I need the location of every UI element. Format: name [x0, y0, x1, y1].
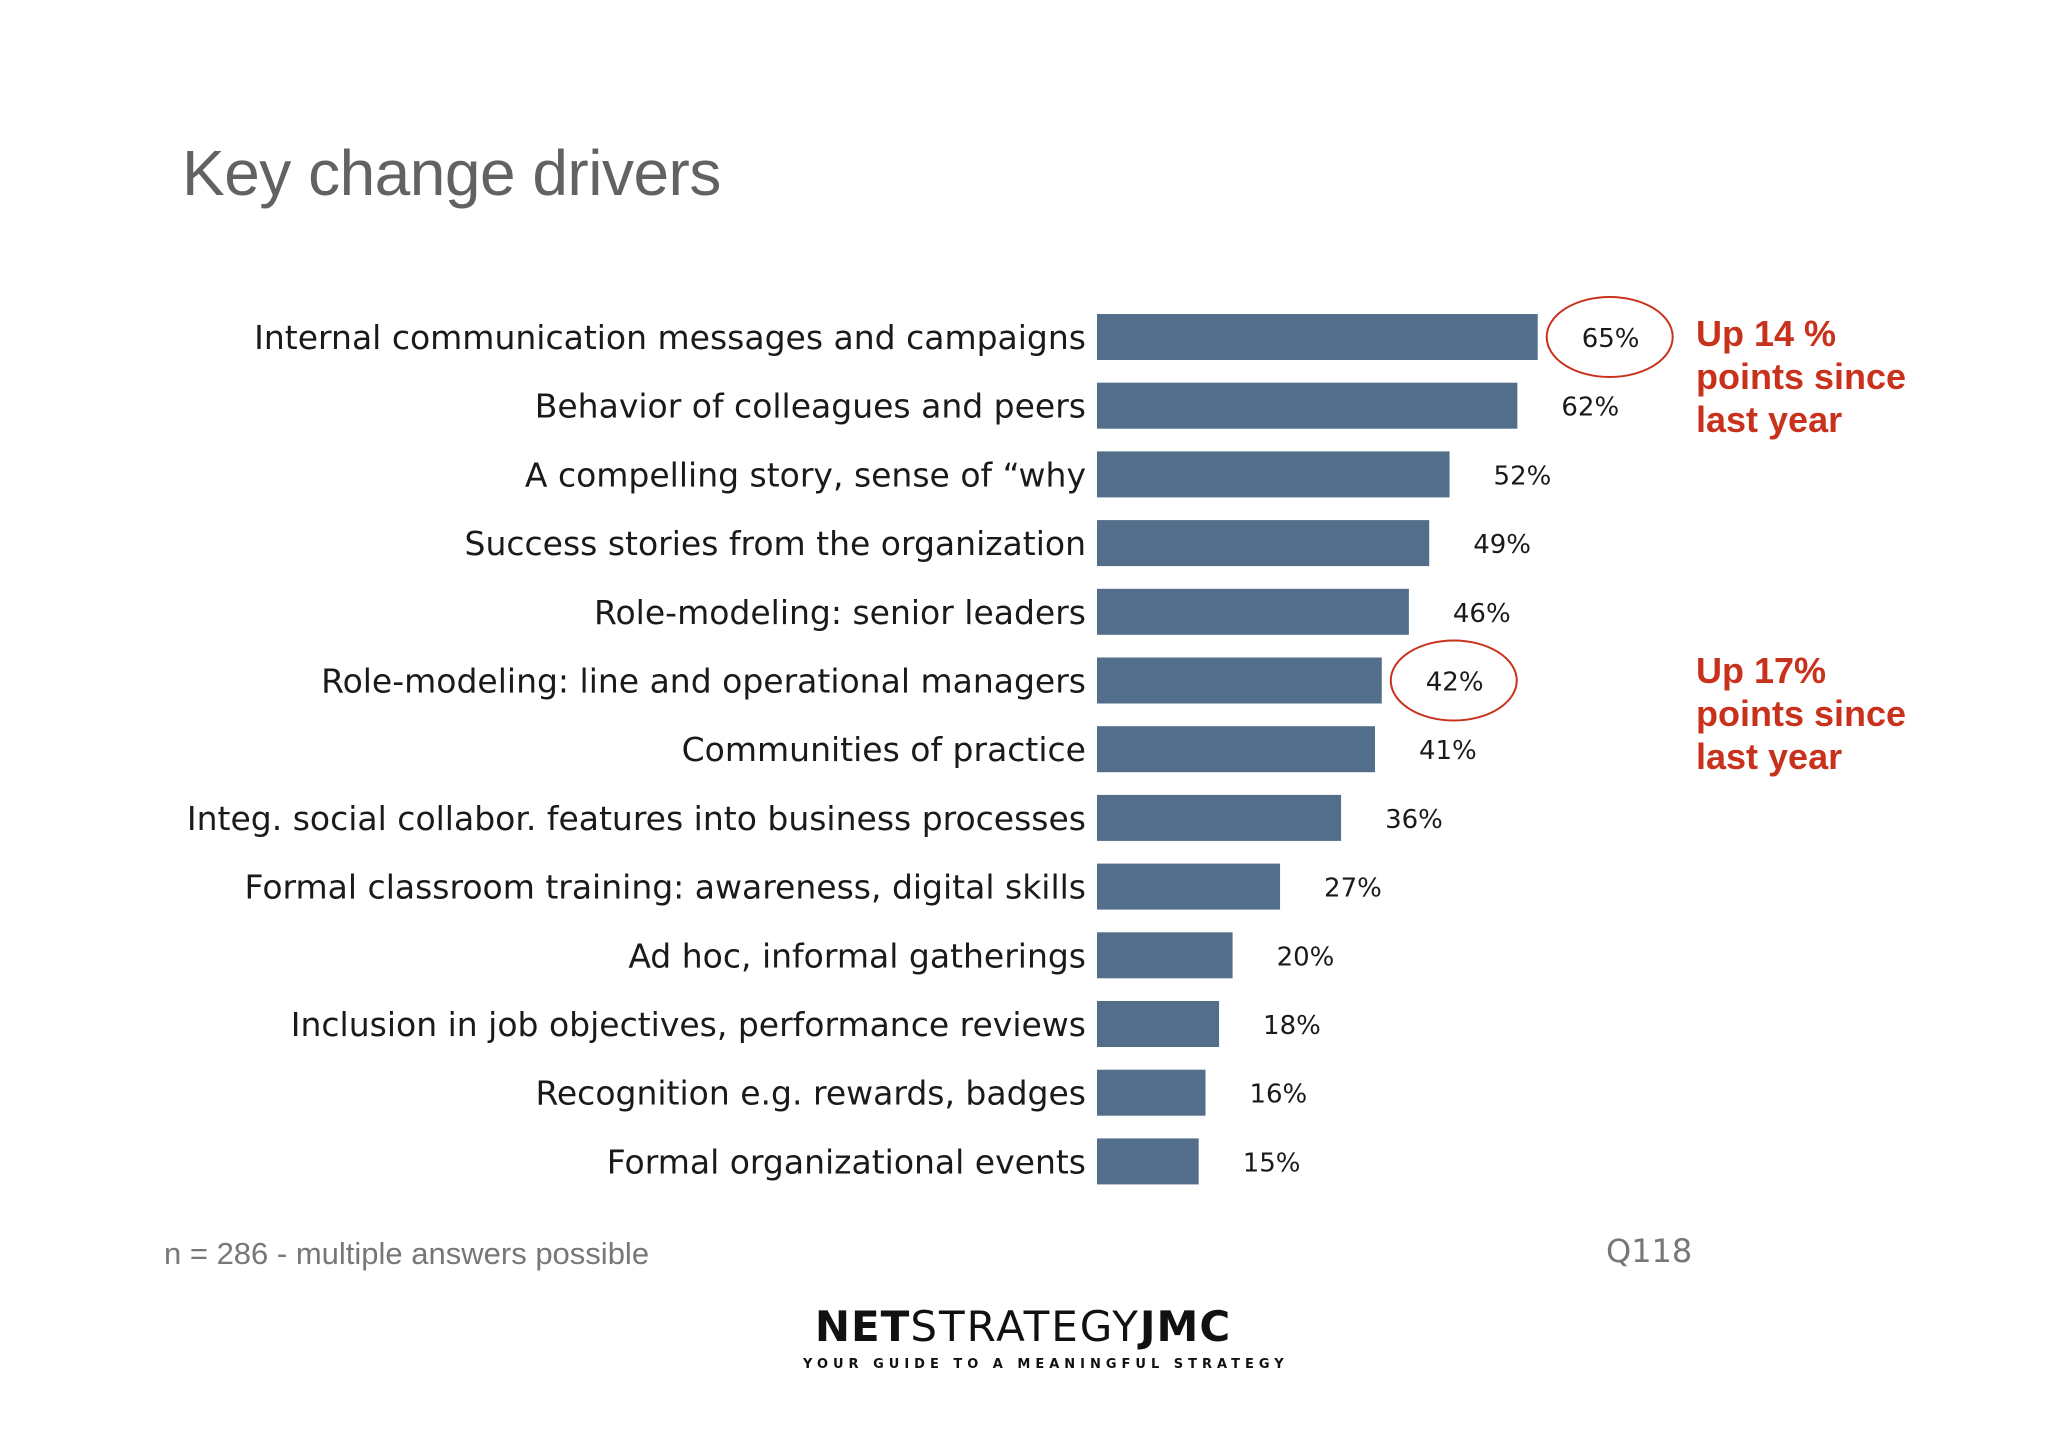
category-label: Communities of practice: [682, 730, 1086, 769]
value-label: 36%: [1385, 805, 1443, 835]
bar: [1097, 451, 1450, 498]
callout-line: points since: [1696, 693, 1907, 734]
category-label: Formal organizational events: [607, 1142, 1086, 1181]
bar: [1097, 1001, 1220, 1047]
page-title: Key change drivers: [182, 137, 721, 209]
highlight-circle: [1545, 296, 1674, 378]
value-label: 18%: [1263, 1011, 1321, 1041]
callout-line: points since: [1696, 356, 1907, 397]
value-label: 41%: [1419, 736, 1477, 766]
category-label: Inclusion in job objectives, performance…: [291, 1005, 1086, 1044]
bar: [1097, 382, 1518, 429]
callout-up-14: Up 14 % points since last year: [1696, 312, 1956, 441]
bar: [1097, 794, 1342, 841]
value-label: 52%: [1494, 461, 1552, 491]
value-label: 62%: [1561, 393, 1619, 423]
callout-line: last year: [1696, 399, 1843, 440]
logo-wordmark: NETSTRATEGYJMC: [803, 1302, 1243, 1351]
callout-line: Up 14 %: [1696, 313, 1837, 354]
value-label: 49%: [1473, 530, 1531, 560]
logo-part-strategy: STRATEGY: [910, 1302, 1140, 1351]
callout-line: Up 17%: [1696, 650, 1827, 691]
category-label: Success stories from the organization: [465, 524, 1087, 563]
category-label: Recognition e.g. rewards, badges: [535, 1074, 1086, 1113]
highlight-circle: [1389, 639, 1518, 722]
bar: [1097, 520, 1430, 567]
value-label: 20%: [1277, 942, 1335, 972]
category-label: Integ. social collabor. features into bu…: [187, 799, 1086, 838]
bar: [1097, 1138, 1199, 1185]
callout-up-17: Up 17% points since last year: [1696, 649, 1956, 778]
bar: [1097, 588, 1409, 635]
bar: [1097, 863, 1281, 910]
question-code: Q118: [1606, 1232, 1693, 1270]
bar: [1097, 657, 1382, 704]
category-label: A compelling story, sense of “why: [525, 455, 1086, 494]
callout-line: last year: [1696, 736, 1843, 777]
sample-size-note: n = 286 - multiple answers possible: [164, 1236, 650, 1271]
category-label: Role-modeling: line and operational mana…: [321, 662, 1086, 701]
value-label: 15%: [1243, 1148, 1301, 1178]
bar: [1097, 314, 1538, 360]
value-label: 16%: [1249, 1080, 1307, 1110]
category-label: Formal classroom training: awareness, di…: [245, 868, 1086, 907]
bar: [1097, 1069, 1206, 1116]
logo-tagline: YOUR GUIDE TO A MEANINGFUL STRATEGY: [803, 1357, 1289, 1372]
bar: [1097, 726, 1375, 773]
category-label: Ad hoc, informal gatherings: [628, 936, 1086, 975]
logo-part-net: NET: [814, 1302, 911, 1351]
value-label: 42%: [1426, 668, 1484, 698]
value-label: 65%: [1582, 324, 1640, 354]
bar: [1097, 932, 1233, 979]
category-label: Behavior of colleagues and peers: [535, 387, 1086, 426]
category-label: Role-modeling: senior leaders: [594, 593, 1086, 632]
value-label: 27%: [1324, 874, 1382, 904]
category-label: Internal communication messages and camp…: [254, 318, 1086, 357]
netstrategy-logo: NETSTRATEGYJMC YOUR GUIDE TO A MEANINGFU…: [803, 1302, 1289, 1372]
value-label: 46%: [1453, 599, 1511, 629]
logo-part-jmc: JMC: [1139, 1302, 1232, 1351]
